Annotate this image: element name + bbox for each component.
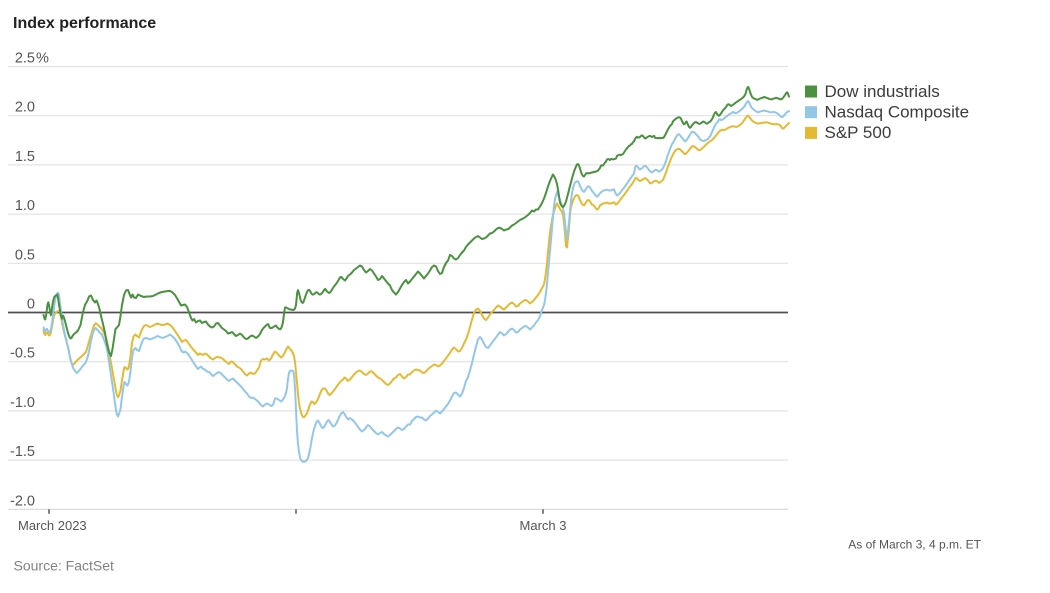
svg-text:-1.0: -1.0 <box>10 395 35 411</box>
svg-text:1.0: 1.0 <box>15 198 35 214</box>
svg-text:1.5: 1.5 <box>15 149 35 165</box>
svg-text:2.5: 2.5 <box>15 51 35 67</box>
svg-text:As of March 3, 4 p.m. ET: As of March 3, 4 p.m. ET <box>848 538 981 552</box>
svg-text:Source: FactSet: Source: FactSet <box>14 558 114 574</box>
svg-text:Index performance: Index performance <box>13 15 156 32</box>
svg-text:March 2023: March 2023 <box>18 518 87 533</box>
svg-text:Dow industrials: Dow industrials <box>825 82 940 101</box>
svg-text:0.5: 0.5 <box>15 247 35 263</box>
svg-text:0: 0 <box>27 297 35 313</box>
svg-text:%: % <box>36 51 49 67</box>
svg-text:S&P 500: S&P 500 <box>825 123 892 142</box>
svg-text:-0.5: -0.5 <box>10 346 35 362</box>
svg-text:Nasdaq Composite: Nasdaq Composite <box>825 103 970 122</box>
svg-text:-1.5: -1.5 <box>10 444 35 460</box>
svg-text:2.0: 2.0 <box>15 100 35 116</box>
svg-text:-2.0: -2.0 <box>10 493 35 509</box>
svg-text:March 3: March 3 <box>520 518 567 533</box>
